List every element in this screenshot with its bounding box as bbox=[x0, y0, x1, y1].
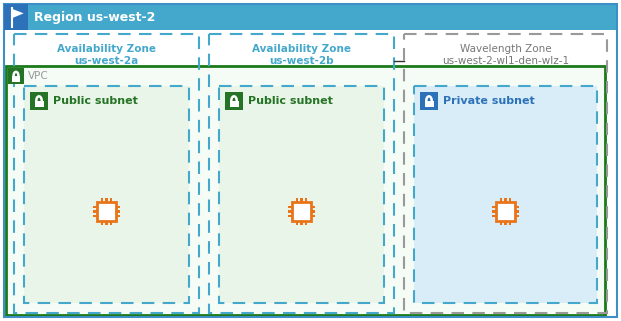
Bar bbox=[14, 34, 199, 313]
Bar bbox=[93, 210, 97, 213]
Polygon shape bbox=[12, 9, 24, 18]
Bar bbox=[492, 210, 496, 213]
Bar bbox=[97, 202, 116, 221]
Bar bbox=[4, 4, 28, 30]
Bar bbox=[8, 68, 24, 84]
Bar bbox=[515, 205, 519, 208]
Bar bbox=[24, 86, 189, 303]
Text: Public subnet: Public subnet bbox=[53, 96, 138, 106]
Bar bbox=[496, 202, 515, 221]
Bar bbox=[509, 221, 512, 225]
Bar bbox=[311, 215, 315, 217]
Bar bbox=[420, 92, 438, 110]
Bar bbox=[404, 34, 607, 313]
Bar bbox=[288, 205, 292, 208]
Text: Public subnet: Public subnet bbox=[248, 96, 333, 106]
Bar bbox=[35, 101, 43, 108]
Bar bbox=[425, 101, 433, 108]
Bar bbox=[30, 92, 48, 110]
Bar bbox=[499, 198, 502, 202]
Bar bbox=[414, 86, 597, 303]
Bar bbox=[116, 205, 120, 208]
Bar bbox=[12, 76, 20, 82]
Bar bbox=[219, 86, 384, 303]
Bar bbox=[515, 215, 519, 217]
Bar bbox=[4, 4, 617, 30]
Bar bbox=[101, 198, 103, 202]
Bar bbox=[305, 221, 307, 225]
Bar bbox=[300, 221, 303, 225]
Bar bbox=[6, 66, 605, 315]
Bar bbox=[292, 202, 311, 221]
Bar bbox=[209, 34, 394, 313]
Bar bbox=[105, 198, 108, 202]
Text: Wavelength Zone
us-west-2-wl1-den-wlz-1: Wavelength Zone us-west-2-wl1-den-wlz-1 bbox=[442, 44, 569, 66]
Bar bbox=[116, 215, 120, 217]
Text: Availability Zone
us-west-2b: Availability Zone us-west-2b bbox=[252, 44, 351, 66]
Bar bbox=[296, 221, 298, 225]
Text: Availability Zone
us-west-2a: Availability Zone us-west-2a bbox=[57, 44, 156, 66]
Bar bbox=[296, 198, 298, 202]
Text: Private subnet: Private subnet bbox=[443, 96, 535, 106]
Bar bbox=[509, 198, 512, 202]
Bar bbox=[504, 221, 507, 225]
Text: VPC: VPC bbox=[28, 71, 49, 81]
Bar bbox=[492, 205, 496, 208]
Bar bbox=[288, 210, 292, 213]
Bar bbox=[101, 221, 103, 225]
Bar bbox=[110, 221, 112, 225]
Bar bbox=[288, 215, 292, 217]
Bar bbox=[515, 210, 519, 213]
Bar bbox=[305, 198, 307, 202]
Bar bbox=[225, 92, 243, 110]
Text: Region us-west-2: Region us-west-2 bbox=[34, 11, 155, 23]
Bar bbox=[110, 198, 112, 202]
Bar bbox=[311, 210, 315, 213]
Bar bbox=[105, 221, 108, 225]
Bar bbox=[93, 215, 97, 217]
Bar bbox=[311, 205, 315, 208]
Bar bbox=[93, 205, 97, 208]
Bar bbox=[230, 101, 238, 108]
Bar bbox=[492, 215, 496, 217]
Bar bbox=[504, 198, 507, 202]
Bar bbox=[116, 210, 120, 213]
Bar bbox=[300, 198, 303, 202]
Bar bbox=[499, 221, 502, 225]
